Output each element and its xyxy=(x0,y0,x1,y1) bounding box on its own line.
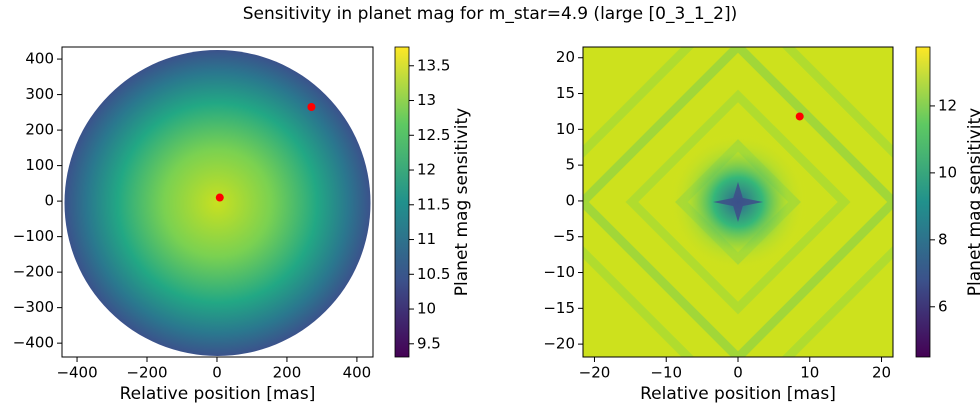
colorbar-label: Planet mag sensitivity xyxy=(452,108,472,296)
heatmap xyxy=(583,47,893,357)
colorbar-tick-label: 13 xyxy=(417,91,436,109)
colorbar-tick-label: 13.5 xyxy=(417,56,450,74)
x-tick-label: 400 xyxy=(343,364,372,382)
colorbar-tick-label: 12.5 xyxy=(417,126,450,144)
plot xyxy=(62,47,373,357)
colorbar-tick-label: 12 xyxy=(938,96,957,114)
y-tick-label: 5 xyxy=(565,156,575,174)
colorbar-label: Planet mag sensitivity xyxy=(965,108,980,296)
x-tick-label: −10 xyxy=(650,364,682,382)
y-tick-label: 0 xyxy=(44,192,54,210)
x-tick-label: −200 xyxy=(126,364,167,382)
heatmap-ring xyxy=(583,47,893,357)
colorbar-tick-label: 10 xyxy=(417,300,436,318)
colorbar xyxy=(394,46,410,358)
colorbar-tick-label: 11 xyxy=(417,230,436,248)
y-tick-label: 100 xyxy=(25,156,54,174)
heatmap-star xyxy=(713,182,763,222)
colorbar-tick-label: 11.5 xyxy=(417,195,450,213)
y-tick-label: 20 xyxy=(556,48,575,66)
x-tick-label: 200 xyxy=(273,364,302,382)
y-tick-label: −15 xyxy=(543,299,575,317)
colorbar-tick-label: 6 xyxy=(938,297,948,315)
y-tick-label: 300 xyxy=(25,85,54,103)
heatmap xyxy=(64,50,371,356)
y-tick-label: −400 xyxy=(13,334,54,352)
y-tick-label: 10 xyxy=(556,120,575,138)
x-tick-label: −400 xyxy=(56,364,97,382)
colorbar-tick-label: 9.5 xyxy=(417,334,441,352)
x-tick-label: 0 xyxy=(212,364,222,382)
axes-frame xyxy=(61,46,374,358)
heatmap-ring xyxy=(625,89,851,315)
plot xyxy=(583,47,893,357)
heatmap-ring xyxy=(583,47,893,357)
x-axis-label: Relative position [mas] xyxy=(640,384,836,404)
y-tick-label: −200 xyxy=(13,263,54,281)
y-tick-label: −5 xyxy=(553,227,575,245)
colorbar-tick-label: 10 xyxy=(938,163,957,181)
y-tick-label: −300 xyxy=(13,298,54,316)
colorbar-tick-label: 8 xyxy=(938,230,948,248)
x-tick-label: 10 xyxy=(800,364,819,382)
y-tick-label: 400 xyxy=(25,50,54,68)
x-tick-label: 0 xyxy=(733,364,743,382)
colorbar xyxy=(915,46,931,358)
y-tick-label: −20 xyxy=(543,335,575,353)
x-tick-label: −20 xyxy=(579,364,611,382)
y-tick-label: −10 xyxy=(543,263,575,281)
y-tick-label: 200 xyxy=(25,121,54,139)
colorbar-tick-label: 12 xyxy=(417,161,436,179)
y-tick-label: −100 xyxy=(13,227,54,245)
point xyxy=(215,193,224,202)
y-tick-label: 0 xyxy=(565,191,575,209)
figure-title: Sensitivity in planet mag for m_star=4.9… xyxy=(243,4,737,24)
point xyxy=(795,112,804,121)
x-tick-label: 20 xyxy=(872,364,891,382)
y-tick-label: 15 xyxy=(556,84,575,102)
point xyxy=(307,103,316,112)
x-axis-label: Relative position [mas] xyxy=(120,384,316,404)
colorbar-tick-label: 10.5 xyxy=(417,265,450,283)
